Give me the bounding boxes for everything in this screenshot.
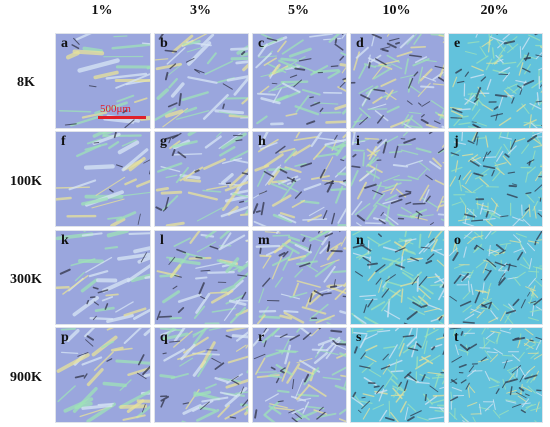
micrograph-texture <box>155 132 248 226</box>
panel-letter: p <box>61 330 69 345</box>
micrograph-texture <box>56 328 150 422</box>
panel-letter: e <box>454 36 461 51</box>
row-header: 8K <box>17 75 35 90</box>
micrograph-texture <box>351 132 444 226</box>
micrograph-panel-m: m <box>252 230 347 325</box>
panel-letter: h <box>258 134 266 149</box>
row-header: 300K <box>10 272 42 287</box>
micrograph-panel-h: h <box>252 131 347 227</box>
micrograph-texture <box>56 132 150 226</box>
micrograph-texture <box>56 34 150 128</box>
micrograph-panel-c: c <box>252 33 347 129</box>
panel-letter: n <box>356 233 364 248</box>
micrograph-texture <box>253 231 346 324</box>
panel-letter: c <box>258 36 265 51</box>
micrograph-texture <box>56 231 150 324</box>
panel-letter: g <box>160 134 167 149</box>
scale-bar-label: 500μm <box>100 103 131 115</box>
micrograph-panel-a: a 500μm <box>55 33 151 129</box>
panel-letter: r <box>258 330 265 345</box>
panel-letter: s <box>356 330 362 345</box>
micrograph-panel-b: b <box>154 33 249 129</box>
scale-bar <box>98 116 146 119</box>
panel-letter: m <box>258 233 270 248</box>
micrograph-panel-r: r <box>252 327 347 423</box>
micrograph-panel-o: o <box>448 230 543 325</box>
micrograph-panel-n: n <box>350 230 445 325</box>
micrograph-panel-d: d <box>350 33 445 129</box>
micrograph-panel-s: s <box>350 327 445 423</box>
panel-letter: a <box>61 36 68 51</box>
row-header: 100K <box>10 174 42 189</box>
panel-letter: k <box>61 233 69 248</box>
micrograph-texture <box>351 328 444 422</box>
micrograph-texture <box>449 34 542 128</box>
micrograph-panel-l: l <box>154 230 249 325</box>
micrograph-panel-q: q <box>154 327 249 423</box>
micrograph-panel-e: e <box>448 33 543 129</box>
column-header: 1% <box>91 3 113 18</box>
micrograph-texture <box>155 231 248 324</box>
column-header: 5% <box>288 3 309 18</box>
micrograph-panel-p: p <box>55 327 151 423</box>
row-header: 900K <box>10 370 42 385</box>
micrograph-texture <box>449 231 542 324</box>
micrograph-panel-j: j <box>448 131 543 227</box>
panel-letter: i <box>356 134 360 149</box>
micrograph-texture <box>155 34 248 128</box>
micrograph-texture <box>253 132 346 226</box>
micrograph-panel-f: f <box>55 131 151 227</box>
panel-letter: d <box>356 36 364 51</box>
panel-letter: l <box>160 233 164 248</box>
panel-letter: f <box>61 134 66 149</box>
panel-letter: o <box>454 233 461 248</box>
micrograph-panel-g: g <box>154 131 249 227</box>
column-header: 20% <box>480 3 509 18</box>
micrograph-texture <box>253 34 346 128</box>
micrograph-panel-k: k <box>55 230 151 325</box>
micrograph-texture <box>351 231 444 324</box>
micrograph-texture <box>449 132 542 226</box>
panel-letter: t <box>454 330 459 345</box>
column-header: 3% <box>190 3 211 18</box>
panel-letter: j <box>454 134 459 149</box>
micrograph-texture <box>155 328 248 422</box>
panel-letter: b <box>160 36 168 51</box>
micrograph-texture <box>253 328 346 422</box>
panel-letter: q <box>160 330 168 345</box>
micrograph-panel-t: t <box>448 327 543 423</box>
micrograph-texture <box>351 34 444 128</box>
column-header: 10% <box>382 3 411 18</box>
micrograph-texture <box>449 328 542 422</box>
micrograph-panel-i: i <box>350 131 445 227</box>
